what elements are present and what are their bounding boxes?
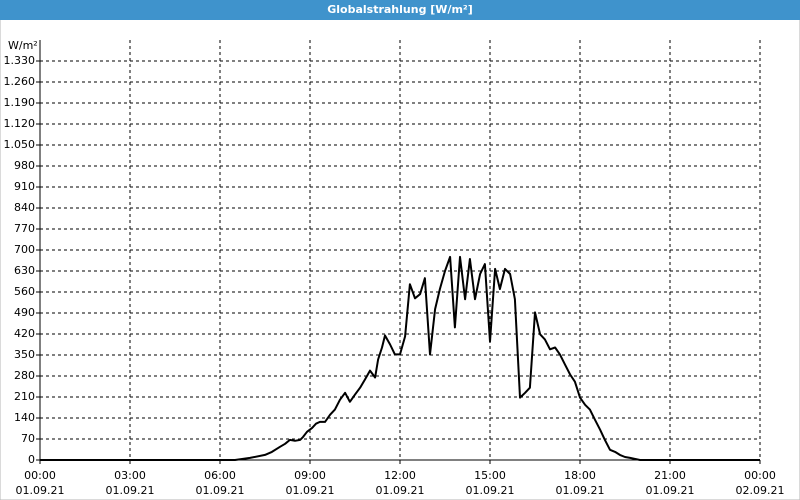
y-unit: W/m²: [8, 39, 38, 52]
x-tick-label: 15:00: [474, 469, 506, 482]
y-tick-label: 910: [14, 180, 35, 193]
x-tick-date: 01.09.21: [286, 484, 335, 497]
y-tick-label: 0: [28, 453, 35, 466]
y-tick-label: 1.120: [4, 117, 36, 130]
y-tick-label: 1.260: [4, 75, 36, 88]
x-tick-label: 09:00: [294, 469, 326, 482]
x-tick-date: 01.09.21: [646, 484, 695, 497]
x-tick-date: 01.09.21: [16, 484, 65, 497]
x-tick-label: 21:00: [654, 469, 686, 482]
title-bar: [0, 0, 800, 20]
x-tick-date: 01.09.21: [196, 484, 245, 497]
y-tick-label: 840: [14, 201, 35, 214]
y-tick-label: 770: [14, 222, 35, 235]
x-tick-date: 02.09.21: [736, 484, 785, 497]
y-tick-label: 560: [14, 285, 35, 298]
x-tick-label: 00:00: [24, 469, 56, 482]
x-tick-label: 12:00: [384, 469, 416, 482]
x-tick-date: 01.09.21: [376, 484, 425, 497]
y-tick-label: 210: [14, 390, 35, 403]
y-tick-label: 140: [14, 411, 35, 424]
y-tick-label: 630: [14, 264, 35, 277]
x-tick-label: 18:00: [564, 469, 596, 482]
y-tick-label: 700: [14, 243, 35, 256]
data-line: [40, 255, 760, 461]
y-tick-label: 280: [14, 369, 35, 382]
y-tick-label: 70: [21, 432, 35, 445]
x-tick-label: 00:00: [744, 469, 776, 482]
x-tick-date: 01.09.21: [466, 484, 515, 497]
y-tick-label: 420: [14, 327, 35, 340]
y-tick-label: 1.330: [4, 54, 36, 67]
x-tick-date: 01.09.21: [556, 484, 605, 497]
y-tick-label: 1.190: [4, 96, 36, 109]
x-tick-label: 03:00: [114, 469, 146, 482]
y-tick-label: 980: [14, 159, 35, 172]
y-tick-label: 490: [14, 306, 35, 319]
y-tick-label: 1.050: [4, 138, 36, 151]
chart-title: Globalstrahlung [W/m²]: [327, 3, 473, 16]
y-tick-label: 350: [14, 348, 35, 361]
x-tick-date: 01.09.21: [106, 484, 155, 497]
x-tick-label: 06:00: [204, 469, 236, 482]
